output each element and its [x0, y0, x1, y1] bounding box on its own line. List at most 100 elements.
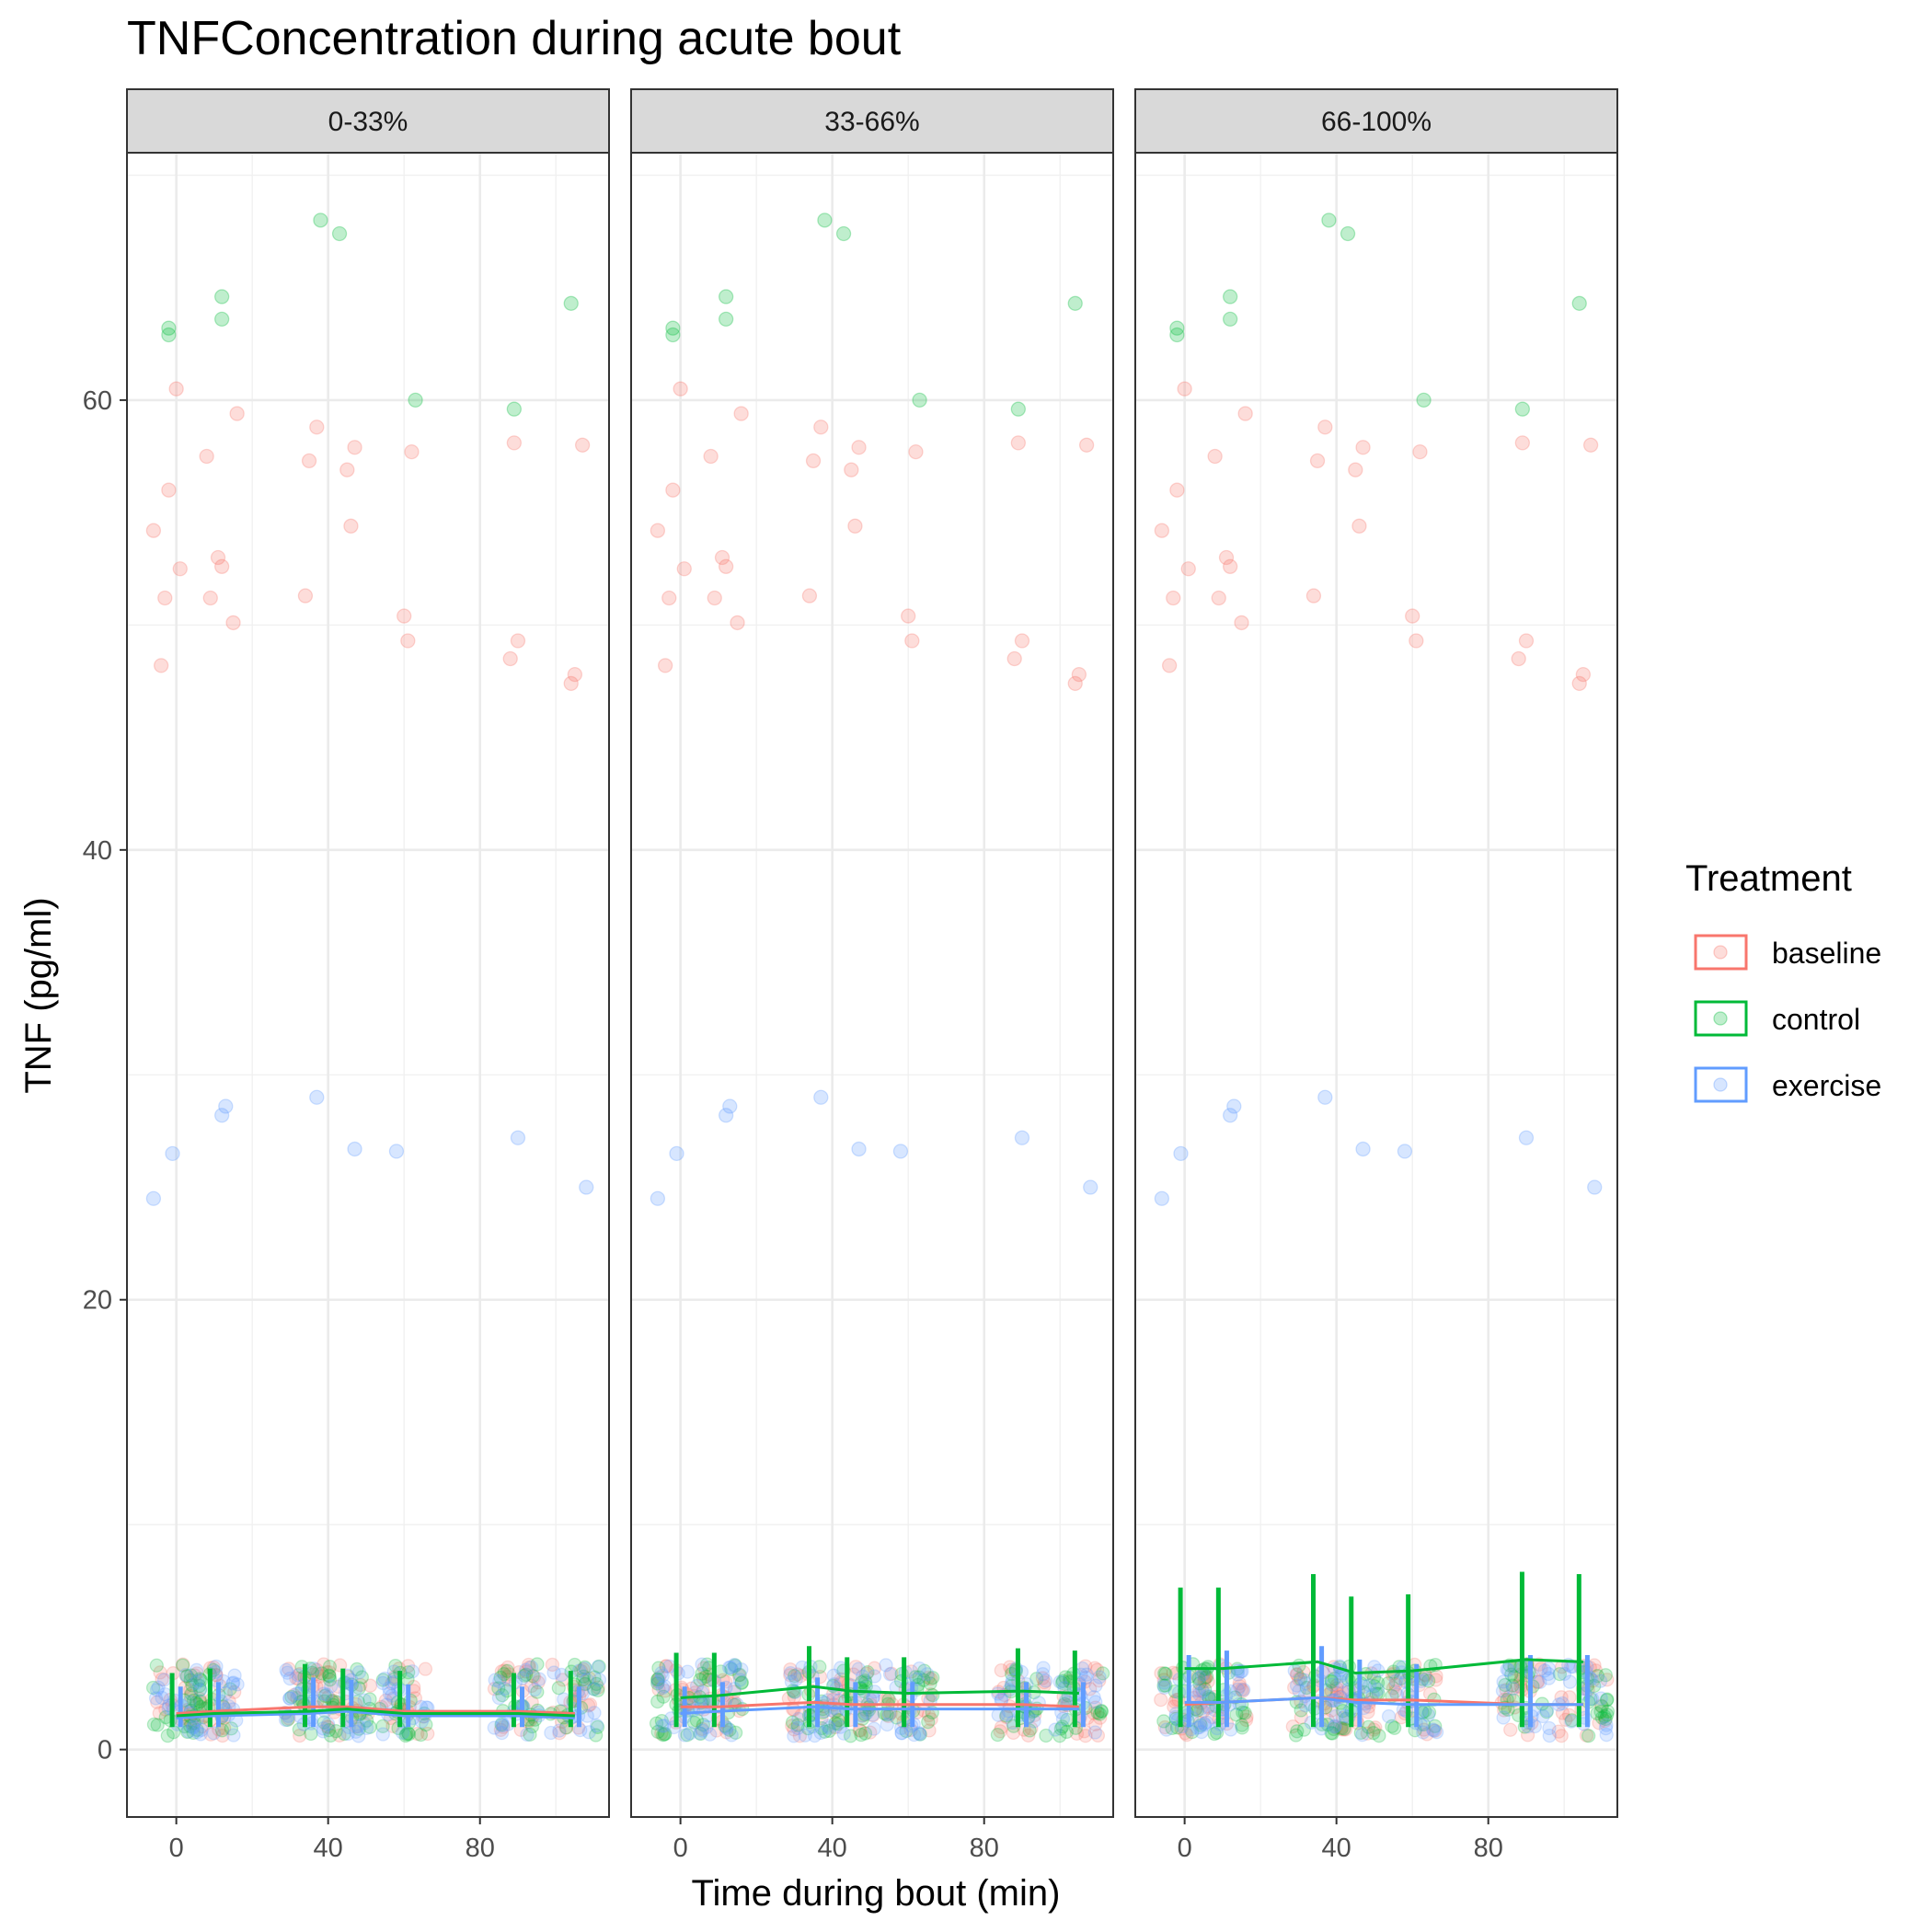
exercise-line [176, 1709, 575, 1719]
exercise-point [1052, 1674, 1067, 1689]
exercise-point [495, 1716, 510, 1731]
exercise-point [347, 1141, 362, 1157]
baseline-point [695, 1721, 709, 1737]
exercise-point [1230, 1682, 1246, 1697]
control-point [1053, 1721, 1068, 1736]
baseline-point [506, 435, 523, 451]
control-point [146, 1717, 162, 1732]
exercise-point [192, 1683, 208, 1697]
exercise-point [912, 1726, 926, 1741]
baseline-point [650, 1673, 665, 1689]
control-point [650, 1724, 665, 1740]
control-point [912, 392, 927, 408]
exercise-point [1598, 1720, 1614, 1736]
baseline-point [1089, 1662, 1105, 1677]
control-point [399, 1727, 414, 1742]
baseline-point [1177, 381, 1192, 397]
baseline-point [844, 462, 859, 477]
facet-panel: 66-100% 0 40 80 [1134, 88, 1618, 1863]
control-point [1055, 1673, 1070, 1688]
exercise-point [1232, 1696, 1247, 1711]
exercise-point [783, 1666, 798, 1681]
baseline-point [1409, 633, 1424, 649]
exercise-point [1381, 1708, 1397, 1724]
exercise-point [578, 1661, 592, 1676]
baseline-point [1087, 1661, 1102, 1675]
baseline-point [1597, 1713, 1613, 1729]
baseline-point [1198, 1670, 1213, 1685]
baseline-point [215, 1728, 230, 1743]
control-line [680, 1685, 1079, 1699]
exercise-point [1078, 1670, 1093, 1685]
exercise-point [1079, 1667, 1094, 1682]
facet-strip-label: 0-33% [328, 107, 408, 137]
control-point [1094, 1704, 1109, 1719]
exercise-point [1317, 1089, 1333, 1105]
control-point [732, 1667, 747, 1683]
exercise-point [1593, 1691, 1608, 1706]
exercise-point [822, 1720, 836, 1735]
exercise-point [855, 1669, 870, 1684]
baseline-point [1503, 1722, 1518, 1737]
control-point [350, 1662, 364, 1677]
exercise-point [1505, 1681, 1521, 1696]
exercise-point [1419, 1672, 1433, 1686]
control-point [592, 1659, 606, 1674]
exercise-point [316, 1721, 330, 1736]
baseline-point [1332, 1720, 1348, 1735]
exercise-point [695, 1723, 710, 1738]
baseline-point [316, 1657, 331, 1672]
control-point [1201, 1660, 1215, 1674]
baseline-point [567, 666, 583, 683]
baseline-point [420, 1726, 435, 1742]
x-tick-label: 0 [673, 1834, 688, 1863]
exercise-point [306, 1662, 322, 1676]
baseline-point [853, 1723, 868, 1738]
control-point [1366, 1726, 1381, 1741]
baseline-point [153, 1665, 167, 1680]
exercise-point [655, 1668, 670, 1683]
baseline-point [1088, 1700, 1103, 1715]
control-point [1052, 1729, 1067, 1743]
exercise-point [1420, 1708, 1436, 1722]
control-point [926, 1670, 940, 1685]
control-point [686, 1715, 702, 1731]
baseline-point [1078, 1659, 1093, 1673]
baseline-point [202, 590, 218, 606]
x-tick-label: 0 [169, 1834, 184, 1863]
exercise-point [349, 1724, 363, 1739]
baseline-point [409, 1726, 425, 1742]
control-point [1416, 392, 1432, 408]
baseline-point [322, 1664, 337, 1680]
exercise-point [1416, 1725, 1431, 1740]
control-point [650, 1672, 665, 1686]
control-point [578, 1676, 592, 1691]
exercise-point [882, 1667, 898, 1682]
baseline-point [1388, 1677, 1403, 1692]
baseline-point [145, 523, 162, 538]
exercise-point [1537, 1663, 1552, 1678]
exercise-point [1190, 1720, 1205, 1735]
control-point [161, 327, 177, 343]
exercise-point [225, 1675, 241, 1690]
control-point [161, 320, 177, 336]
exercise-point [193, 1727, 208, 1742]
control-point [1222, 289, 1238, 305]
control-point [1597, 1708, 1612, 1724]
control-point [192, 1682, 208, 1696]
baseline-point [1338, 1722, 1353, 1737]
exercise-point [851, 1141, 867, 1157]
exercise-point [1501, 1662, 1516, 1677]
baseline-point [859, 1666, 874, 1681]
control-point [563, 295, 579, 311]
control-point [160, 1729, 175, 1743]
exercise-point [357, 1693, 372, 1708]
baseline-point [924, 1672, 938, 1686]
exercise-point [1362, 1678, 1377, 1693]
exercise-point [359, 1720, 374, 1735]
control-point [1327, 1721, 1341, 1737]
exercise-point [813, 1725, 828, 1741]
baseline-point [524, 1678, 539, 1694]
facet-panel: 0-33% 0 40 80 [126, 88, 610, 1863]
control-point [1372, 1729, 1386, 1743]
